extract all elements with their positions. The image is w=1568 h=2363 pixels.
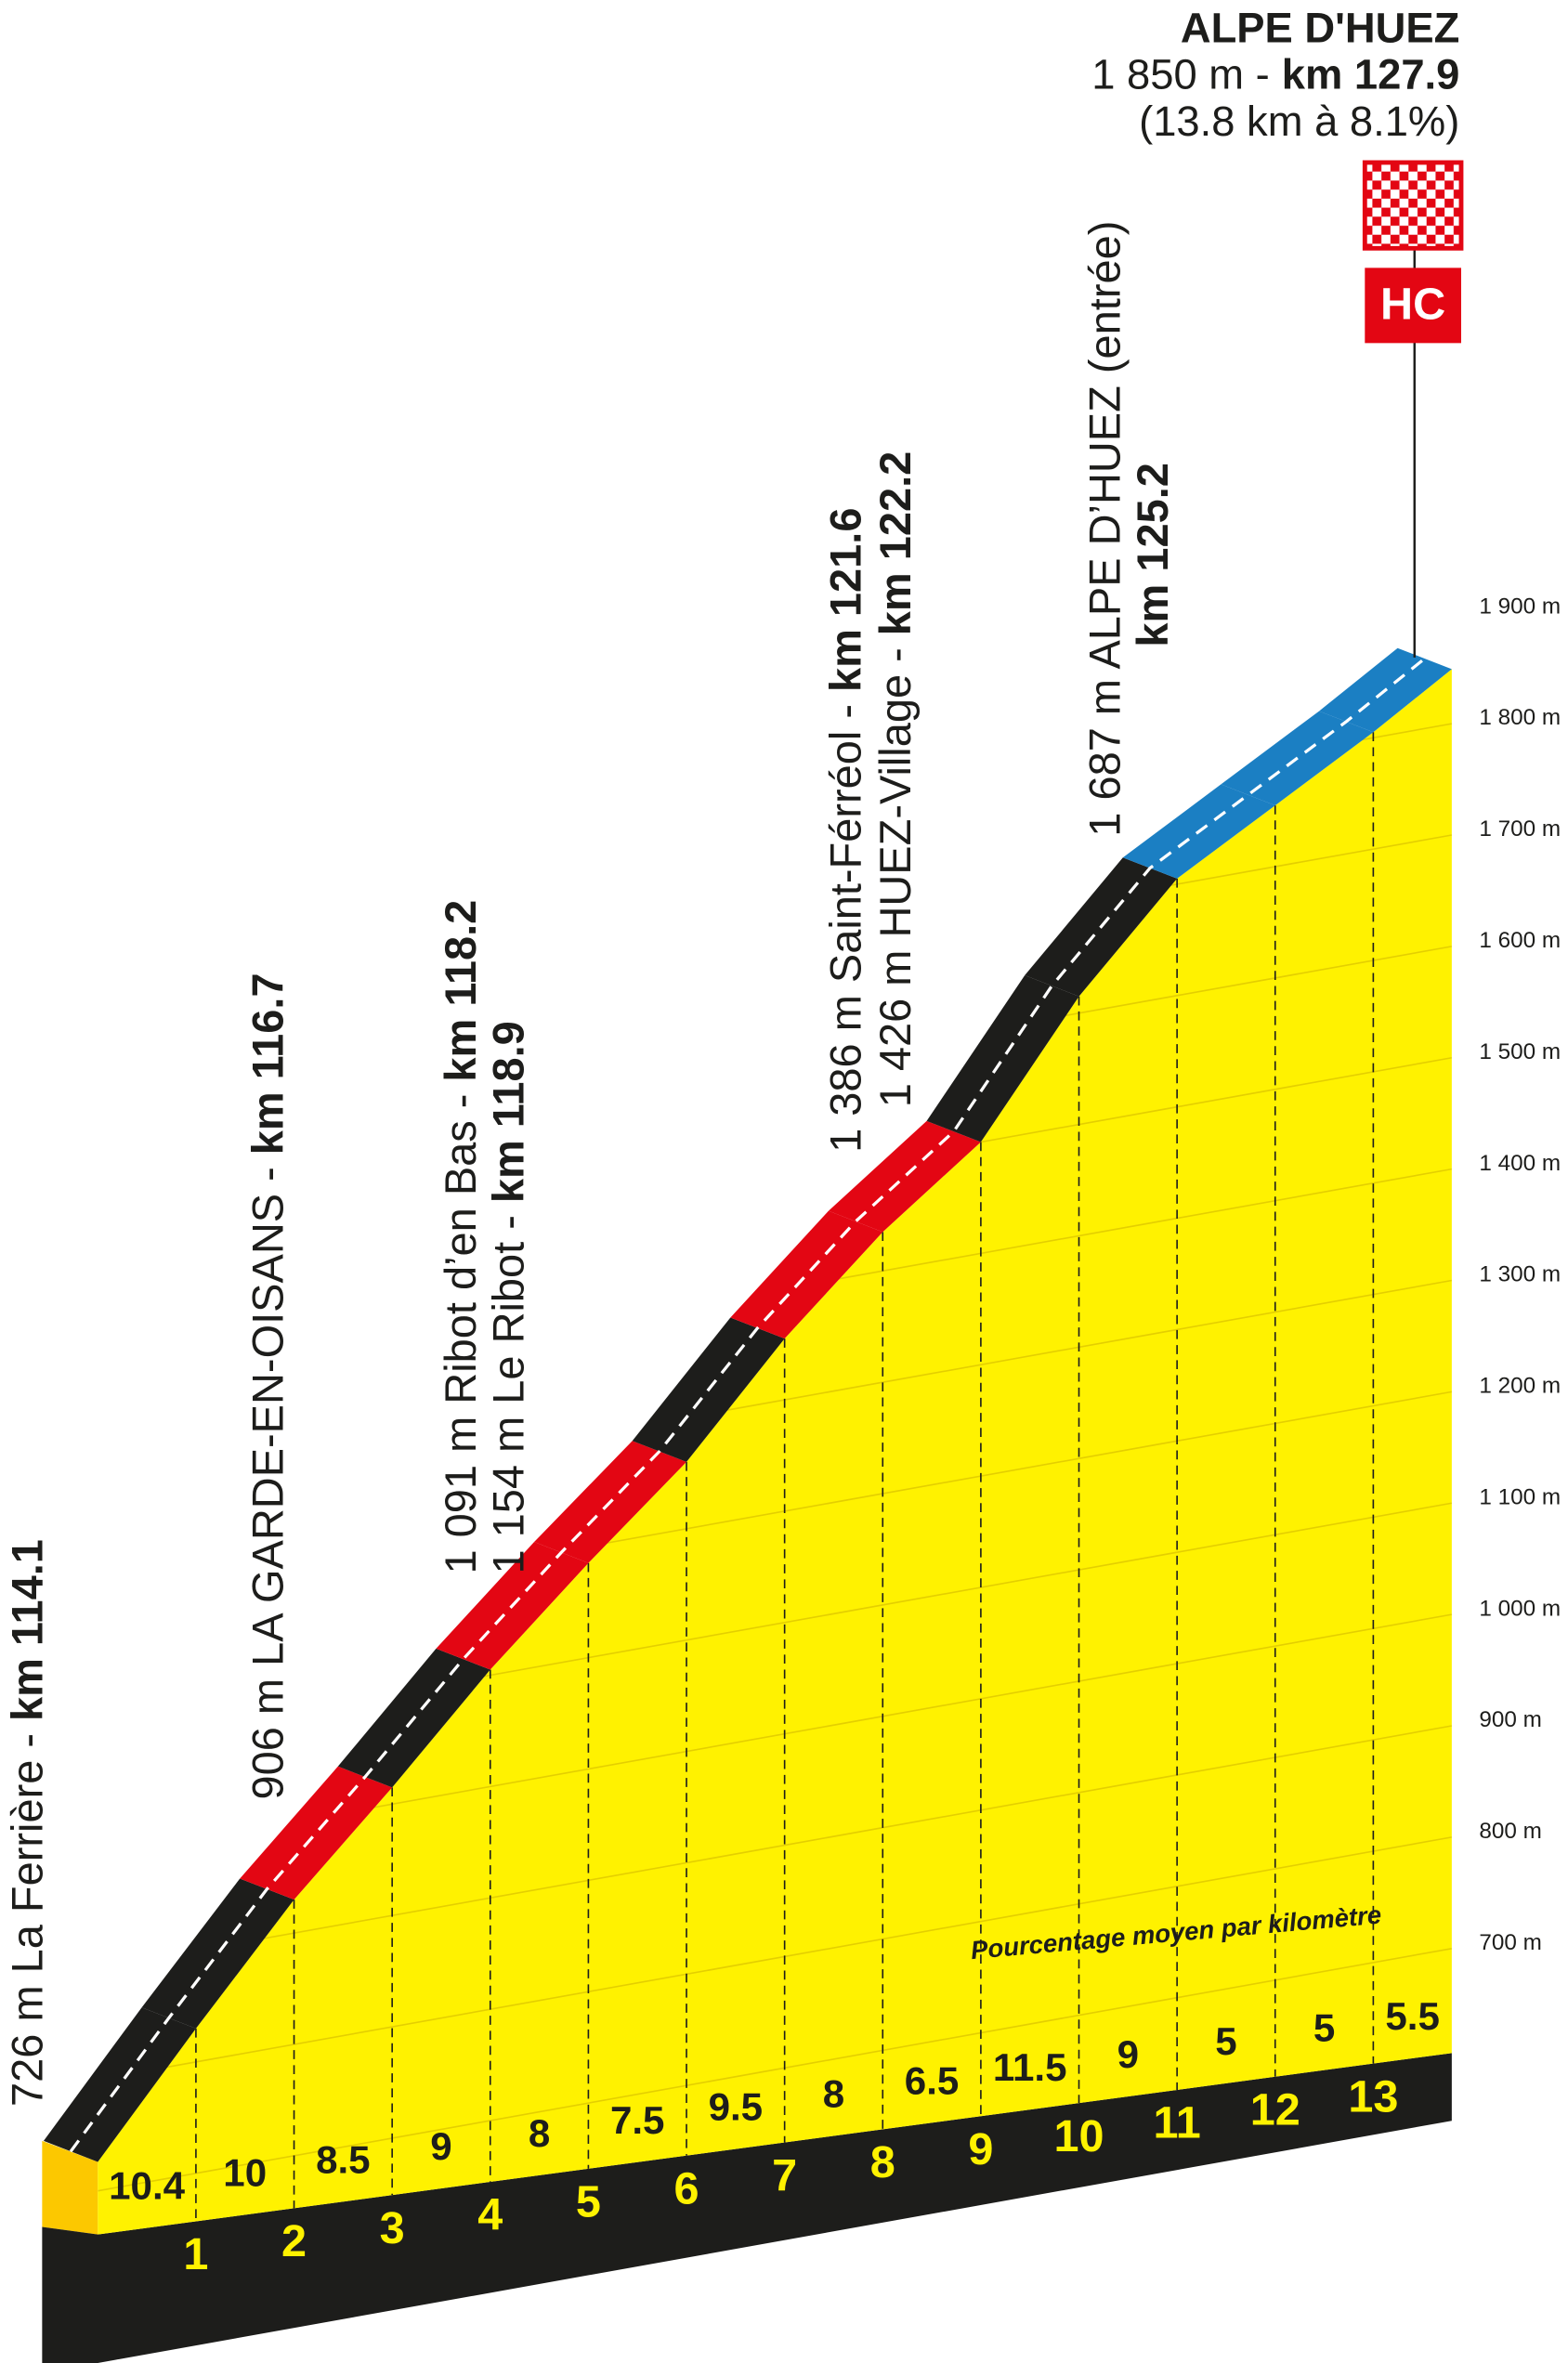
waypoint: 1 154 m Le Ribot - km 118.9 xyxy=(484,1021,533,1573)
km-label: 11 xyxy=(1153,2098,1200,2148)
y-tick-label: 1 700 m xyxy=(1479,816,1561,842)
y-tick-label: 1 400 m xyxy=(1479,1151,1561,1176)
gradient-label: 10.4 xyxy=(109,2164,186,2208)
waypoint-text: 1 154 m Le Ribot - xyxy=(484,1215,533,1573)
km-label: 6 xyxy=(674,2163,699,2213)
km-label: 12 xyxy=(1250,2085,1300,2135)
km-label: 10 xyxy=(1053,2111,1104,2161)
km-label: 9 xyxy=(968,2124,993,2174)
gradient-label: 5.5 xyxy=(1385,1994,1440,2038)
waypoint-km: km 114.1 xyxy=(2,1539,51,1721)
gradient-label: 8 xyxy=(529,2111,550,2155)
waypoint: 1 386 m Saint-Férréol - km 121.6 xyxy=(821,508,870,1153)
gradient-label: 11.5 xyxy=(993,2045,1067,2089)
gradient-label: 6.5 xyxy=(905,2058,960,2102)
y-tick-label: 1 500 m xyxy=(1479,1039,1561,1064)
gradient-label: 7.5 xyxy=(610,2098,665,2142)
gradient-label: 9 xyxy=(1117,2032,1139,2076)
waypoint-text: 1 426 m HUEZ-Village - xyxy=(870,647,920,1107)
road-segment xyxy=(43,2007,196,2162)
y-tick-label: 1 100 m xyxy=(1479,1484,1561,1509)
waypoint-text: 1 386 m Saint-Férréol - xyxy=(821,704,870,1153)
km-label: 8 xyxy=(870,2137,895,2187)
y-tick-label: 1 000 m xyxy=(1479,1596,1561,1621)
finish-name: ALPE D'HUEZ xyxy=(1181,4,1460,51)
waypoint-km: km 125.2 xyxy=(1128,463,1177,646)
waypoint-km: km 116.7 xyxy=(243,973,293,1155)
grid-line xyxy=(98,1947,1452,2192)
y-tick-label: 1 600 m xyxy=(1479,928,1561,953)
km-label: 1 xyxy=(183,2229,208,2279)
waypoint: 1 687 m ALPE D’HUEZ (entrée) xyxy=(1079,221,1129,837)
finish-climb: (13.8 km à 8.1%) xyxy=(1139,98,1459,145)
waypoint-text: 1 687 m ALPE D’HUEZ (entrée) xyxy=(1079,221,1129,837)
waypoint-km: km 118.9 xyxy=(484,1021,533,1203)
finish-flag xyxy=(1362,160,1464,251)
y-tick-label: 1 900 m xyxy=(1479,594,1561,619)
km-label: 5 xyxy=(576,2177,601,2227)
y-tick-label: 800 m xyxy=(1479,1819,1542,1844)
road-segment xyxy=(730,1210,883,1339)
km-label: 13 xyxy=(1348,2071,1398,2121)
waypoint-km: km 122.2 xyxy=(870,451,920,635)
bottom-band xyxy=(42,2053,1452,2363)
gradient-label: 5 xyxy=(1313,2006,1335,2050)
y-tick-label: 1 800 m xyxy=(1479,705,1561,730)
km-label: 3 xyxy=(380,2203,405,2253)
finish-elevation: 1 850 m - xyxy=(1091,51,1270,98)
gradient-label: 9.5 xyxy=(709,2085,764,2129)
waypoint: 906 m LA GARDE-EN-OISANS - km 116.7 xyxy=(243,973,293,1799)
finish-info: 1 850 m - km 127.9 xyxy=(1091,51,1459,98)
gradient-label: 8 xyxy=(823,2072,844,2116)
waypoint: 1 426 m HUEZ-Village - km 122.2 xyxy=(870,451,920,1108)
y-tick-label: 1 300 m xyxy=(1479,1262,1561,1287)
road-centerline xyxy=(69,657,1426,2153)
category-label: HC xyxy=(1380,279,1445,329)
road-segment xyxy=(141,1878,294,2029)
y-tick-label: 700 m xyxy=(1479,1930,1542,1955)
side-face xyxy=(42,2140,98,2235)
finish-km: km 127.9 xyxy=(1282,51,1460,98)
road-segment xyxy=(240,1766,393,1900)
road-segment xyxy=(828,1120,981,1233)
waypoint-text: 1 091 m Ribot d’en Bas - xyxy=(436,1094,485,1574)
gradient-label: 9 xyxy=(430,2124,451,2168)
km-label: 2 xyxy=(281,2216,307,2266)
waypoint-km: km 118.2 xyxy=(436,900,485,1082)
waypoint-text: 906 m LA GARDE-EN-OISANS - xyxy=(243,1167,293,1799)
profile-area xyxy=(98,669,1452,2235)
gradient-label: 5 xyxy=(1215,2019,1236,2063)
profile-layer: 700 m 800 m 900 m 1 000 m 1 100 m 1 200 m 1 30… xyxy=(42,594,1561,2363)
waypoint: km 125.2 xyxy=(1128,463,1177,646)
y-tick-label: 900 m xyxy=(1479,1707,1542,1732)
waypoint-text: 726 m La Ferrière - xyxy=(2,1733,51,2107)
km-label: 7 xyxy=(772,2150,797,2200)
gradient-label: 10 xyxy=(223,2150,267,2194)
y-tick-label: 1 200 m xyxy=(1479,1374,1561,1399)
waypoint: 1 091 m Ribot d’en Bas - km 118.2 xyxy=(436,900,485,1574)
grid-line xyxy=(98,1836,1452,2081)
category-box xyxy=(1365,268,1461,344)
waypoint-km: km 121.6 xyxy=(821,508,870,692)
gradient-label: 8.5 xyxy=(316,2137,371,2181)
waypoint: 726 m La Ferrière - km 114.1 xyxy=(2,1539,51,2107)
grid-line xyxy=(98,1725,1452,1969)
km-label: 4 xyxy=(477,2190,503,2240)
road-segment xyxy=(926,975,1079,1142)
